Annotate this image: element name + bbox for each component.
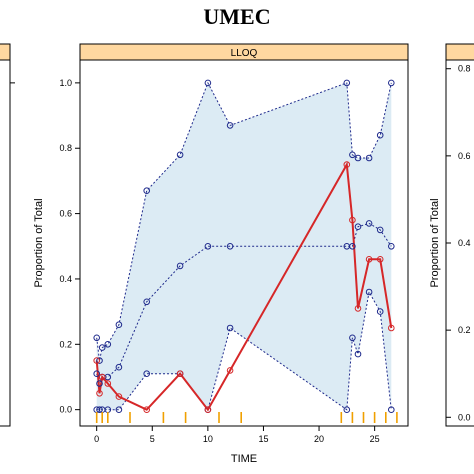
median-point: [365, 220, 373, 227]
upper-point: [343, 79, 351, 87]
median-point: [388, 243, 395, 250]
observed-point: [349, 216, 356, 224]
median-point: [349, 243, 356, 250]
y-axis-title: Proportion of Total: [33, 198, 45, 287]
x-tick-label: 0: [94, 434, 99, 444]
observed-point: [365, 256, 373, 263]
upper-point: [96, 357, 103, 364]
plot-frame: [79, 59, 409, 427]
left-panel-partial: [0, 43, 11, 427]
median-point: [176, 262, 184, 270]
prediction-band-area: [96, 82, 392, 410]
lower-point: [365, 288, 373, 296]
lower-point: [376, 308, 384, 315]
upper-point: [98, 344, 106, 351]
x-tick-label: 15: [258, 434, 268, 444]
y-tick-label: 0.2: [59, 339, 72, 349]
median-point: [115, 363, 123, 371]
observed-point: [176, 370, 184, 378]
upper-point: [226, 122, 234, 129]
x-tick-label: 20: [314, 434, 324, 444]
right-panel-y-tick-label: 0.2: [458, 325, 471, 335]
observed-point: [388, 324, 395, 332]
median-point: [376, 226, 384, 234]
right-panel-y-tick-label: 0.8: [458, 64, 471, 74]
y-tick-label: 0.8: [59, 143, 72, 153]
x-tick-label: 5: [150, 434, 155, 444]
right-panel-y-axis-title: Proportion of Total: [429, 198, 441, 287]
observed-point: [204, 406, 212, 414]
observed-point: [115, 393, 123, 400]
main-panel: LLOQ 0 5 10 15 20 25 0.00.20.40.60.81.0 TIME …: [33, 43, 409, 465]
upper-point: [365, 154, 373, 162]
observed-point: [354, 305, 362, 312]
observed-point: [98, 373, 106, 381]
median-point: [226, 243, 234, 250]
x-axis-title: TIME: [231, 453, 257, 465]
upper-point: [354, 154, 362, 162]
upper-point: [104, 341, 112, 348]
y-tick-label: 1.0: [59, 78, 72, 88]
lower-point: [343, 406, 351, 414]
left-panel-frame: [0, 59, 11, 427]
lower-point: [226, 324, 234, 332]
observed-point: [143, 406, 150, 414]
right-panel-y-tick-label: 0.6: [458, 151, 471, 161]
lower-point: [388, 406, 395, 414]
upper-line: [96, 81, 392, 361]
median-point: [204, 243, 212, 250]
prediction-band: [96, 82, 392, 410]
x-axis: 0 5 10 15 20 25: [94, 426, 380, 444]
observed-point: [93, 357, 100, 364]
lower-line: [96, 290, 392, 411]
median-line: [96, 222, 392, 386]
lower-point: [143, 370, 150, 378]
lower-point: [354, 350, 362, 358]
left-panel-strip: [0, 43, 11, 61]
median-point: [143, 298, 150, 306]
median-point: [93, 370, 100, 378]
chart-title: UMEC: [203, 4, 270, 29]
lower-point: [96, 406, 103, 414]
right-panel-y-tick-label: 0.0: [458, 412, 471, 422]
lower-point: [349, 334, 356, 342]
right-panel-strip: [445, 43, 474, 61]
upper-point: [115, 321, 123, 329]
y-axis: 0.0 0.2 0.4 0.6 0.8 1.0: [59, 78, 80, 415]
observed-point: [104, 380, 112, 387]
x-tick-label: 25: [370, 434, 380, 444]
right-panel-y-tick-label: 0.4: [458, 238, 471, 248]
observed-point: [226, 367, 234, 374]
upper-point: [376, 131, 384, 139]
upper-point: [204, 79, 212, 87]
right-panel-y-axis: 0.0 0.2 0.4 0.6 0.8: [446, 64, 471, 422]
observed-point: [376, 256, 384, 263]
panel-strip-label: LLOQ: [231, 48, 258, 59]
rug-marks: [95, 412, 398, 423]
y-tick-label: 0.4: [59, 274, 72, 284]
upper-point: [143, 187, 150, 194]
upper-point: [93, 334, 100, 342]
upper-point: [388, 79, 395, 87]
observed-point: [343, 161, 351, 168]
x-tick-label: 10: [203, 434, 213, 444]
observed-point: [96, 390, 103, 397]
lower-point: [115, 406, 123, 414]
right-panel-partial: 0.0 0.2 0.4 0.6 0.8 Proportion of Total: [429, 43, 474, 427]
median-point: [96, 380, 103, 387]
y-tick-label: 0.0: [59, 405, 72, 415]
upper-point: [176, 151, 184, 159]
y-tick-label: 0.6: [59, 209, 72, 219]
series-points: [93, 79, 395, 414]
median-point: [354, 223, 362, 230]
upper-point: [349, 151, 356, 159]
